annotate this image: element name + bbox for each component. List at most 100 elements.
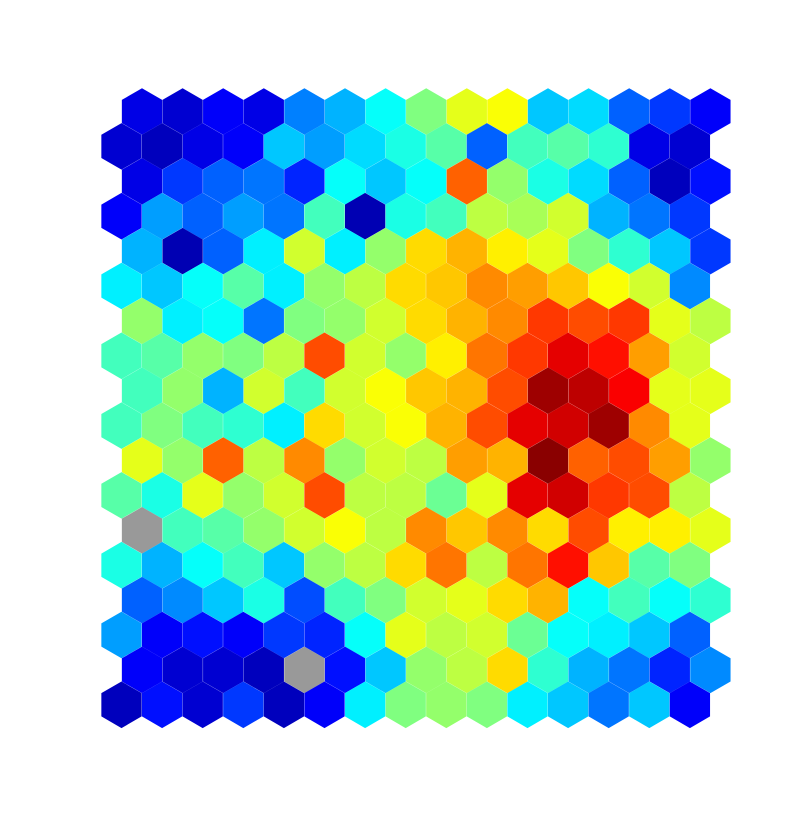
hex-cell — [446, 437, 487, 484]
hex-cell — [446, 646, 487, 694]
hex-cell — [629, 332, 670, 380]
hex-cell — [406, 646, 447, 694]
hex-cell — [284, 576, 325, 624]
hex-cell — [223, 541, 264, 589]
hex-cell — [162, 367, 203, 414]
hex-cell — [203, 88, 244, 135]
hex-cell — [669, 472, 711, 519]
hex-cell — [223, 611, 264, 659]
hex-cell — [243, 158, 284, 205]
hex-cell — [568, 576, 609, 624]
hex-cell — [547, 681, 589, 729]
hex-cell — [446, 158, 487, 205]
hex-cell — [446, 367, 487, 414]
hex-cell — [568, 646, 609, 694]
hex-cell — [182, 681, 223, 729]
hex-cell — [101, 541, 142, 589]
hex-cell — [243, 367, 284, 414]
hex-cell — [568, 158, 609, 205]
hex-cell — [527, 646, 569, 694]
hex-cell — [446, 507, 487, 554]
hex-cell — [162, 646, 203, 694]
hex-cell — [304, 472, 345, 519]
hex-cell — [649, 88, 690, 135]
hex-cell — [426, 123, 467, 170]
hex-cell — [588, 681, 629, 729]
hex-cell — [121, 227, 163, 275]
hex-cell — [629, 611, 670, 659]
hex-cell — [406, 576, 447, 624]
hex-cell — [669, 681, 711, 729]
hex-cell — [203, 158, 244, 205]
hex-cell — [203, 507, 244, 554]
hex-cell — [588, 611, 629, 659]
hex-cell — [609, 297, 650, 345]
hex-cell — [568, 367, 609, 414]
hex-cell — [284, 227, 325, 275]
hex-cell — [243, 576, 284, 624]
hex-cell — [507, 611, 548, 659]
hex-cell — [324, 297, 366, 345]
hex-cell — [629, 123, 670, 170]
hex-cell — [324, 507, 366, 554]
hex-cell — [141, 262, 183, 310]
hex-cell — [690, 88, 731, 135]
hex-cell — [466, 402, 508, 449]
hex-cell — [406, 437, 447, 484]
hex-cell — [243, 646, 284, 694]
hex-cell — [649, 646, 690, 694]
hex-cell — [649, 367, 690, 414]
hex-cell — [426, 541, 467, 589]
hex-cell — [507, 262, 548, 310]
hex-cell — [141, 123, 183, 170]
hex-cell — [101, 192, 142, 240]
hex-cell — [629, 472, 670, 519]
hex-cell — [385, 611, 426, 659]
hex-cell — [669, 402, 711, 449]
hex-cell — [446, 227, 487, 275]
hex-cell — [365, 437, 406, 484]
hex-cell — [263, 332, 305, 380]
hex-cell — [487, 158, 528, 205]
hex-cell — [162, 437, 203, 484]
hex-cell — [304, 611, 345, 659]
hex-cell — [344, 123, 386, 170]
hex-cell — [121, 646, 163, 694]
hex-cell — [406, 158, 447, 205]
hex-cell — [669, 332, 711, 380]
hex-cell — [426, 332, 467, 380]
hex-cell — [365, 367, 406, 414]
hex-cell — [568, 88, 609, 135]
hex-cell — [588, 332, 629, 380]
hex-cell — [690, 227, 731, 275]
hex-cell — [162, 158, 203, 205]
hex-cell — [426, 472, 467, 519]
hex-cell — [162, 227, 203, 275]
hex-cell — [690, 576, 731, 624]
hex-cell — [324, 576, 366, 624]
hex-cell — [588, 262, 629, 310]
hex-cell — [547, 402, 589, 449]
hex-cell — [669, 541, 711, 589]
hex-cell — [365, 158, 406, 205]
hex-cell — [304, 402, 345, 449]
hex-cell — [101, 123, 142, 170]
hex-cell-missing — [121, 507, 163, 554]
hex-cell — [527, 158, 569, 205]
hex-cell — [141, 611, 183, 659]
hex-cell — [223, 402, 264, 449]
hex-cell — [162, 297, 203, 345]
hex-cell — [547, 123, 589, 170]
hex-cell — [385, 472, 426, 519]
hex-cell — [547, 262, 589, 310]
hex-cell — [527, 437, 569, 484]
hex-cell — [284, 437, 325, 484]
hex-cell — [527, 576, 569, 624]
hex-cell — [385, 262, 426, 310]
hex-cell — [263, 472, 305, 519]
hex-cell — [669, 123, 711, 170]
hex-cell — [669, 192, 711, 240]
hex-cell — [588, 472, 629, 519]
hex-cell — [203, 367, 244, 414]
hex-cell — [487, 646, 528, 694]
